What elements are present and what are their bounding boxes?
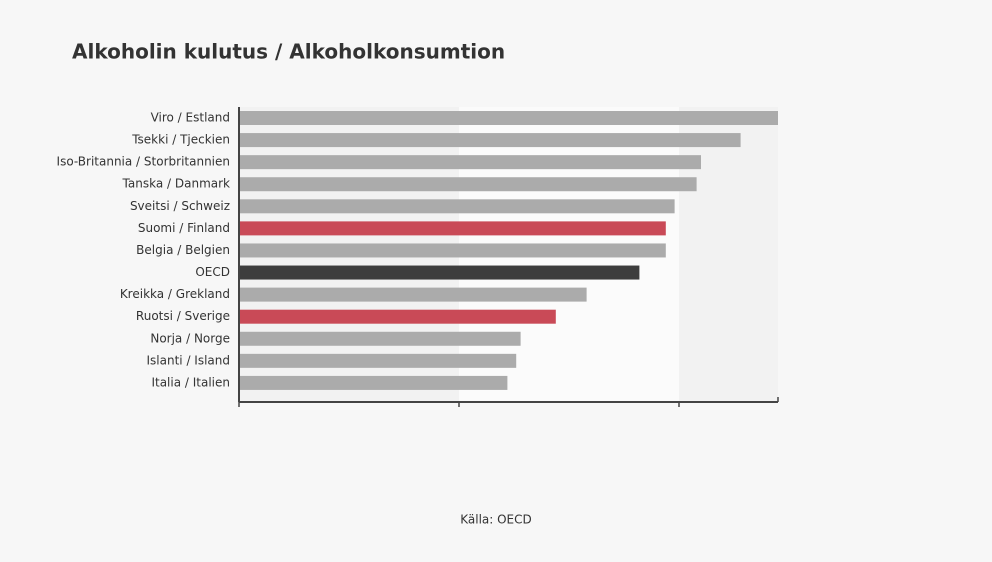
bar	[239, 243, 666, 258]
bar	[239, 265, 640, 280]
bar	[239, 353, 517, 368]
y-tick-label: Tsekki / Tjeckien	[131, 133, 230, 147]
y-tick-label: Viro / Estland	[151, 111, 230, 125]
y-tick-label: OECD	[195, 265, 230, 279]
bar	[239, 199, 675, 214]
chart-title: Alkoholin kulutus / Alkoholkonsumtion	[72, 40, 505, 64]
source-note: Källa: OECD	[460, 513, 532, 527]
y-tick-label: Ruotsi / Sverige	[136, 309, 230, 323]
y-tick-label: Italia / Italien	[151, 375, 230, 389]
bar	[239, 111, 778, 125]
bar	[239, 155, 701, 170]
y-tick-label: Tanska / Danmark	[122, 177, 230, 191]
bar	[239, 221, 666, 236]
plot-band	[679, 107, 778, 402]
y-tick-label: Iso-Britannia / Storbritannien	[57, 155, 230, 169]
y-tick-label: Kreikka / Grekland	[120, 287, 230, 301]
bar	[239, 331, 521, 346]
bar	[239, 375, 508, 390]
bar	[239, 177, 697, 192]
y-tick-label: Norja / Norge	[150, 331, 230, 345]
y-tick-label: Suomi / Finland	[138, 221, 230, 235]
bar	[239, 133, 741, 148]
bar	[239, 309, 556, 324]
y-tick-label: Belgia / Belgien	[136, 243, 230, 257]
y-tick-label: Islanti / Island	[147, 353, 231, 367]
y-tick-label: Sveitsi / Schweiz	[130, 199, 230, 213]
bar	[239, 287, 587, 302]
